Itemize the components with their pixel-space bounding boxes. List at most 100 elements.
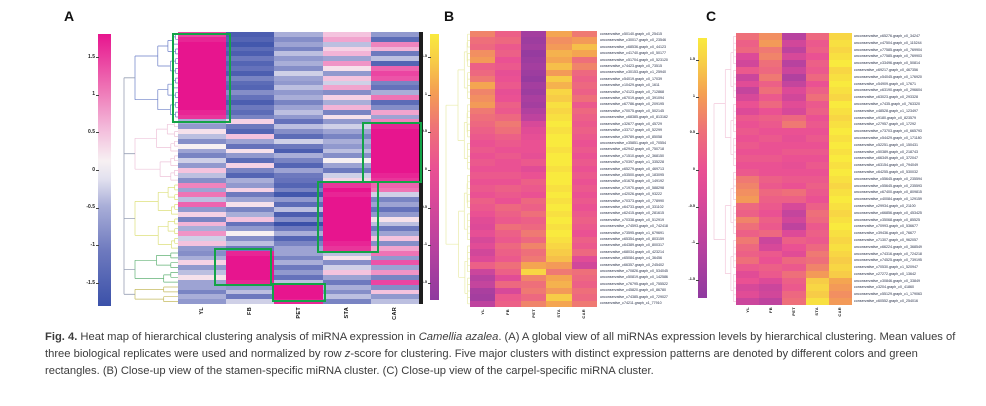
heatmap-row xyxy=(178,85,420,91)
heatmap-cell xyxy=(546,56,572,64)
heatmap-cell xyxy=(470,69,496,76)
heatmap-cell xyxy=(178,134,227,139)
heatmap-cell xyxy=(782,33,806,40)
row-label: conservative_c65354.graph_c0_803159 xyxy=(600,237,664,241)
row-label: unconservative_c50819.graph_c0_142586 xyxy=(600,275,668,280)
heatmap-cell xyxy=(322,279,371,285)
heatmap-cell xyxy=(495,210,521,218)
row-label: unconservative_c41740.graph_c0_50177 xyxy=(600,51,666,56)
heatmap-cell xyxy=(274,294,323,300)
heatmap-cell xyxy=(370,61,420,67)
heatmap-cell xyxy=(226,70,275,76)
colorbar-tick-label: 0 xyxy=(424,167,427,172)
row-label: unconservative_c40084.graph_c0_129159 xyxy=(854,197,922,202)
row-label: conservative_c54019.graph_c0_17039 xyxy=(600,76,662,81)
heatmap-cell xyxy=(736,196,760,203)
heatmap-cell xyxy=(782,202,806,210)
dendrogram-a xyxy=(123,34,178,302)
heatmap-cell xyxy=(274,80,323,86)
heatmap-cell xyxy=(322,100,371,105)
heatmap-cell xyxy=(828,284,853,292)
heatmap-cell xyxy=(274,75,323,81)
heatmap-cell xyxy=(546,255,572,263)
heatmap-cell xyxy=(470,191,496,198)
heatmap-cell xyxy=(736,236,760,244)
row-label: unconservative_c35068.graph_c0_85525 xyxy=(854,217,920,222)
heatmap-cell xyxy=(828,87,853,95)
heatmap-cell xyxy=(759,80,783,88)
heatmap-cell xyxy=(759,73,783,81)
heatmap-row xyxy=(178,109,420,115)
heatmap-cell xyxy=(274,231,323,237)
heatmap-cell xyxy=(370,236,420,241)
heatmap-cell xyxy=(736,80,760,88)
heatmap-row xyxy=(178,294,420,300)
heatmap-cell xyxy=(736,39,760,47)
heatmap-row xyxy=(470,95,598,102)
colorbar-tick-mark xyxy=(96,283,99,284)
heatmap-row xyxy=(470,50,598,57)
heatmap-cell xyxy=(736,60,760,67)
heatmap-cell xyxy=(226,163,275,169)
heatmap-cell xyxy=(470,294,496,301)
row-label: conservative_c65084.graph_c4_36456 xyxy=(600,256,662,261)
heatmap-cell xyxy=(736,155,760,163)
heatmap-cell xyxy=(322,172,371,178)
heatmap-cell xyxy=(274,95,323,101)
heatmap-cell xyxy=(759,284,783,292)
heatmap-row xyxy=(178,100,420,105)
heatmap-cell xyxy=(828,270,853,278)
heatmap-cell xyxy=(370,56,420,62)
row-label: conservative_c10429.graph_c0_1611 xyxy=(600,83,660,88)
row-label: unconservative_c77585.graph_c0_769903 xyxy=(854,54,922,59)
heatmap-cell xyxy=(178,36,227,42)
heatmap-cell xyxy=(370,46,420,52)
dendrogram-cluster-branch xyxy=(134,286,178,302)
heatmap-row xyxy=(178,41,420,47)
row-label: conservative_c54909.graph_c0_17671 xyxy=(854,81,916,86)
heatmap-cell xyxy=(759,230,783,237)
heatmap-cell xyxy=(571,50,598,57)
heatmap-row xyxy=(470,172,598,179)
heatmap-cell xyxy=(322,231,371,237)
heatmap-cell xyxy=(520,249,547,256)
heatmap-cell xyxy=(322,177,371,183)
dendrogram-cluster-branch xyxy=(134,184,178,249)
heatmap-cell xyxy=(178,279,227,285)
row-label: conservative_c74423.graph_c0_73515 xyxy=(600,64,662,69)
heatmap-cell xyxy=(736,121,760,129)
heatmap-cell xyxy=(226,41,275,47)
heatmap-cell xyxy=(226,114,275,120)
heatmap-cell xyxy=(736,66,760,74)
heatmap-cell xyxy=(736,168,760,176)
heatmap-cell xyxy=(805,277,829,285)
heatmap-cell xyxy=(226,260,275,266)
heatmap-cell xyxy=(805,107,829,115)
row-label: conservative_c67786.graph_c0_209195 xyxy=(600,102,664,107)
heatmap-cell xyxy=(828,134,853,142)
heatmap-cell xyxy=(495,242,521,250)
heatmap-cell xyxy=(546,146,572,154)
heatmap-cell xyxy=(520,159,547,166)
heatmap-row xyxy=(178,197,420,203)
heatmap-cell xyxy=(571,133,598,141)
row-label: conservative_c70993.graph_c0_536677 xyxy=(854,224,918,229)
heatmap-cell xyxy=(470,63,496,70)
heatmap-cell xyxy=(782,291,806,299)
heatmap-cell xyxy=(520,191,547,198)
heatmap-cell xyxy=(782,182,806,190)
heatmap-cell xyxy=(520,127,547,134)
heatmap-cell xyxy=(470,268,496,276)
heatmap-row xyxy=(470,31,598,38)
heatmap-cell xyxy=(322,41,371,47)
heatmap-row xyxy=(736,236,853,244)
heatmap-cell xyxy=(495,159,521,166)
row-label: conservative_c71970.graph_c0_588298 xyxy=(600,185,664,190)
heatmap-cell xyxy=(782,53,806,61)
heatmap-cell xyxy=(520,108,547,115)
heatmap-row xyxy=(736,264,853,271)
row-label: conservative_c52251.graph_c0_150431 xyxy=(854,142,918,147)
heatmap-row xyxy=(736,257,853,265)
heatmap-cell xyxy=(571,242,598,250)
row-label: unconservative_c30017.graph_c0_23546 xyxy=(600,38,666,43)
